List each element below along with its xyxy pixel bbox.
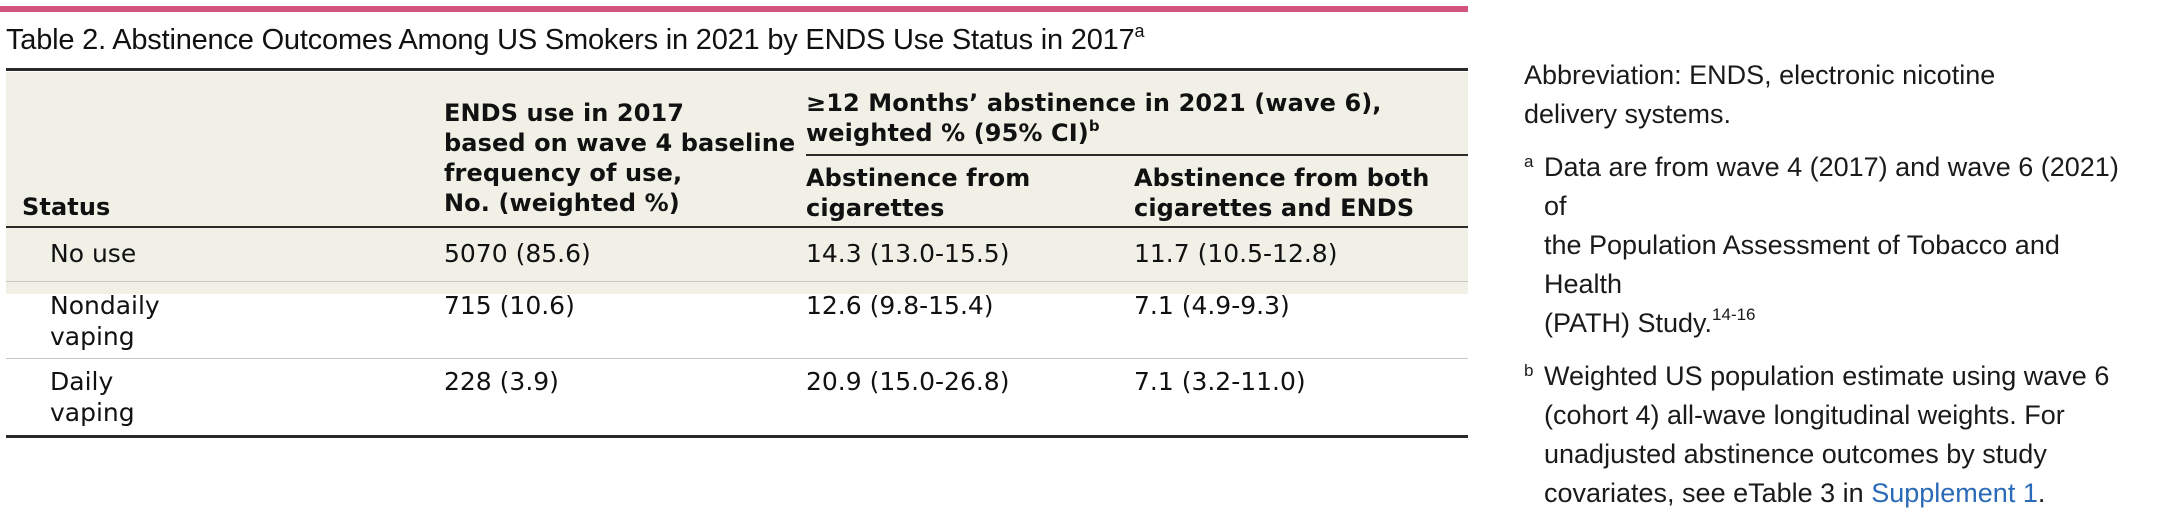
footnote-a-line-last: (PATH) Study.14-16 bbox=[1544, 304, 2144, 343]
header-group-line-text: weighted % (95% CI) bbox=[806, 119, 1089, 147]
footnote-b-marker: b bbox=[1524, 361, 1534, 380]
header-ends-line: No. (weighted %) bbox=[444, 189, 680, 217]
header-both-line: cigarettes and ENDS bbox=[1134, 194, 1415, 222]
header-both-line: Abstinence from both bbox=[1134, 164, 1430, 192]
footnote-b-line-text: covariates, see eTable 3 in bbox=[1544, 478, 1864, 508]
row-1-cigarettes: 14.3 (13.0-15.5) bbox=[806, 239, 1010, 268]
header-group-footnote-marker: b bbox=[1088, 117, 1100, 135]
row-3-status-line: Daily bbox=[50, 367, 114, 396]
row-3-status-line: vaping bbox=[50, 398, 135, 427]
table-bottom-rule bbox=[6, 435, 1468, 438]
footnote-a-line: Data are from wave 4 (2017) and wave 6 (… bbox=[1544, 152, 2119, 221]
row-1-ends: 5070 (85.6) bbox=[444, 239, 591, 268]
footnote-b-line-last: covariates, see eTable 3 in Supplement 1… bbox=[1544, 474, 2144, 513]
header-group-line-2: weighted % (95% CI)b bbox=[806, 118, 1382, 148]
footnote-b-end: . bbox=[2037, 478, 2046, 508]
row-1-both: 11.7 (10.5-12.8) bbox=[1134, 239, 1338, 268]
header-ends-use: ENDS use in 2017 based on wave 4 baselin… bbox=[444, 98, 795, 218]
footnote-b: b Weighted US population estimate using … bbox=[1524, 357, 2144, 513]
group-header-rule bbox=[806, 154, 1468, 156]
row-2-both: 7.1 (4.9-9.3) bbox=[1134, 291, 1290, 320]
header-status: Status bbox=[22, 193, 111, 221]
header-abstinence-group: ≥12 Months’ abstinence in 2021 (wave 6),… bbox=[806, 88, 1382, 148]
footnote-a-line-text: (PATH) Study. bbox=[1544, 308, 1713, 338]
row-2-cigarettes: 12.6 (9.8-15.4) bbox=[806, 291, 994, 320]
footnote-a-marker: a bbox=[1524, 152, 1534, 171]
row-1-status: No use bbox=[50, 239, 137, 268]
header-abstinence-cigarettes: Abstinence from cigarettes bbox=[806, 163, 1030, 223]
row-2-ends: 715 (10.6) bbox=[444, 291, 575, 320]
table-top-rule bbox=[6, 68, 1468, 71]
abbreviation-line: delivery systems. bbox=[1524, 99, 1732, 129]
footnote-a-reference: 14-16 bbox=[1712, 305, 1756, 324]
footnote-a-line: the Population Assessment of Tobacco and… bbox=[1544, 230, 2060, 299]
header-cigs-line: cigarettes bbox=[806, 194, 945, 222]
abbreviation-note: Abbreviation: ENDS, electronic nicotine … bbox=[1524, 56, 2144, 134]
header-ends-line: frequency of use, bbox=[444, 159, 683, 187]
row-3-ends: 228 (3.9) bbox=[444, 367, 559, 396]
footnote-b-line: (cohort 4) all-wave longitudinal weights… bbox=[1544, 400, 2065, 430]
row-divider bbox=[6, 358, 1468, 359]
header-ends-line: based on wave 4 baseline bbox=[444, 129, 796, 157]
row-divider bbox=[6, 281, 1468, 282]
header-group-line: ≥12 Months’ abstinence in 2021 (wave 6), bbox=[806, 89, 1382, 117]
table-title-footnote-marker: a bbox=[1134, 21, 1145, 41]
footnote-b-line: Weighted US population estimate using wa… bbox=[1544, 361, 2110, 391]
table-notes: Abbreviation: ENDS, electronic nicotine … bbox=[1524, 56, 2144, 527]
row-2-status-line: Nondaily bbox=[50, 291, 160, 320]
row-3-status: Daily vaping bbox=[50, 366, 135, 428]
row-2-status-line: vaping bbox=[50, 322, 135, 351]
table-header-background bbox=[6, 72, 1468, 294]
data-table: Status ENDS use in 2017 based on wave 4 … bbox=[6, 68, 1468, 438]
row-2-status: Nondaily vaping bbox=[50, 290, 160, 352]
row-3-cigarettes: 20.9 (15.0-26.8) bbox=[806, 367, 1010, 396]
header-ends-line: ENDS use in 2017 bbox=[444, 99, 685, 127]
header-bottom-rule bbox=[6, 226, 1468, 228]
table-title-text: Table 2. Abstinence Outcomes Among US Sm… bbox=[6, 24, 1135, 56]
row-3-both: 7.1 (3.2-11.0) bbox=[1134, 367, 1306, 396]
footnote-b-line: unadjusted abstinence outcomes by study bbox=[1544, 439, 2047, 469]
accent-top-rule bbox=[0, 6, 1468, 12]
supplement-link[interactable]: Supplement 1 bbox=[1871, 478, 2038, 508]
footnote-a: a Data are from wave 4 (2017) and wave 6… bbox=[1524, 148, 2144, 343]
header-abstinence-both: Abstinence from both cigarettes and ENDS bbox=[1134, 163, 1429, 223]
header-cigs-line: Abstinence from bbox=[806, 164, 1031, 192]
table-title: Table 2. Abstinence Outcomes Among US Sm… bbox=[6, 20, 1145, 60]
abbreviation-line: Abbreviation: ENDS, electronic nicotine bbox=[1524, 60, 1996, 90]
